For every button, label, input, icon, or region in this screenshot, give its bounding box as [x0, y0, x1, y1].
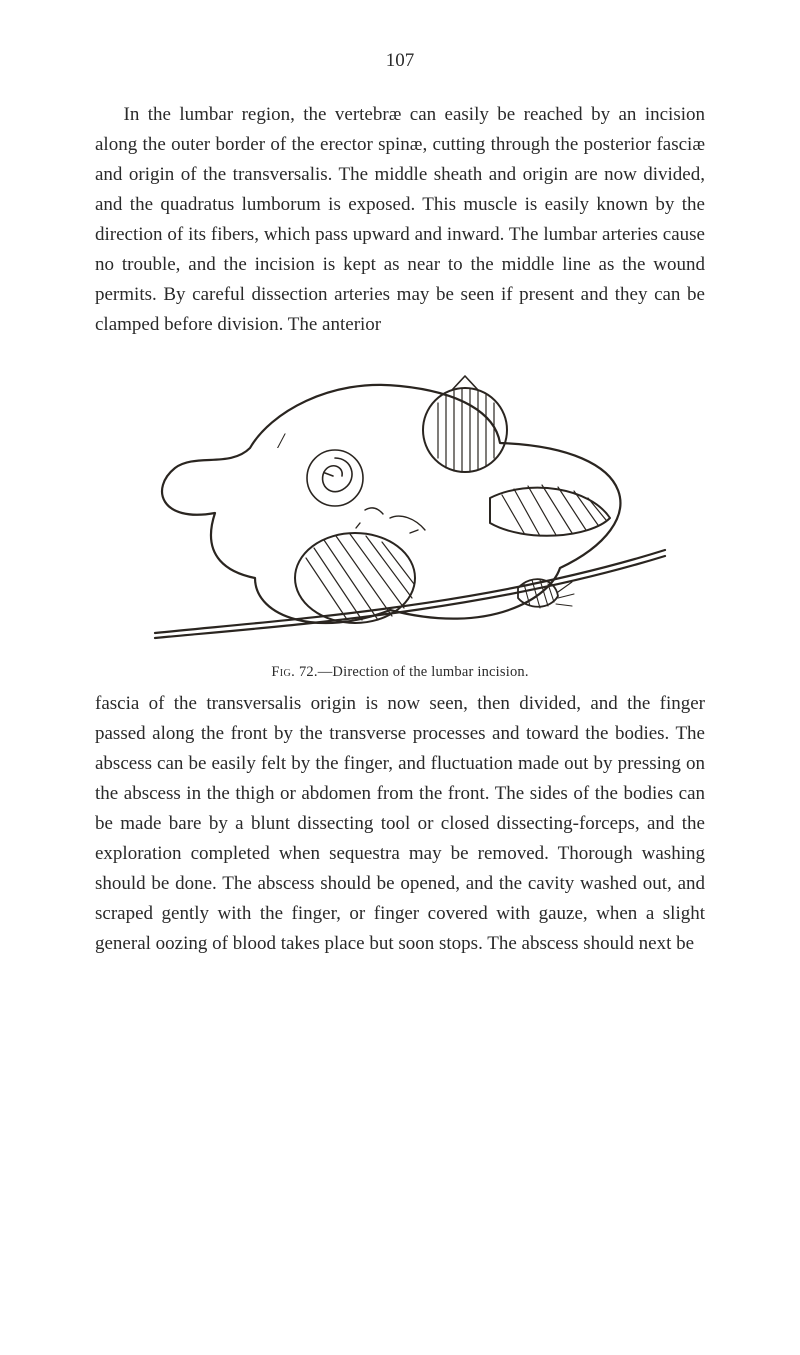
- page-number: 107: [95, 50, 705, 72]
- figure-number: 72.: [299, 664, 318, 680]
- figure-caption: Fig. 72.—Direction of the lumbar incisio…: [271, 664, 528, 681]
- figure-72: / Fig. 72.—Direction of the lumbar incis…: [95, 358, 705, 681]
- figure-guide-label: /: [276, 428, 286, 453]
- paragraph-1: In the lumbar region, the vertebræ can e…: [95, 100, 705, 340]
- paragraph-2: fascia of the transversalis origin is no…: [95, 689, 705, 959]
- lumbar-incision-diagram: /: [120, 358, 680, 658]
- figure-caption-text: —Direction of the lumbar incision.: [318, 664, 529, 680]
- figure-label-prefix: Fig.: [271, 664, 295, 680]
